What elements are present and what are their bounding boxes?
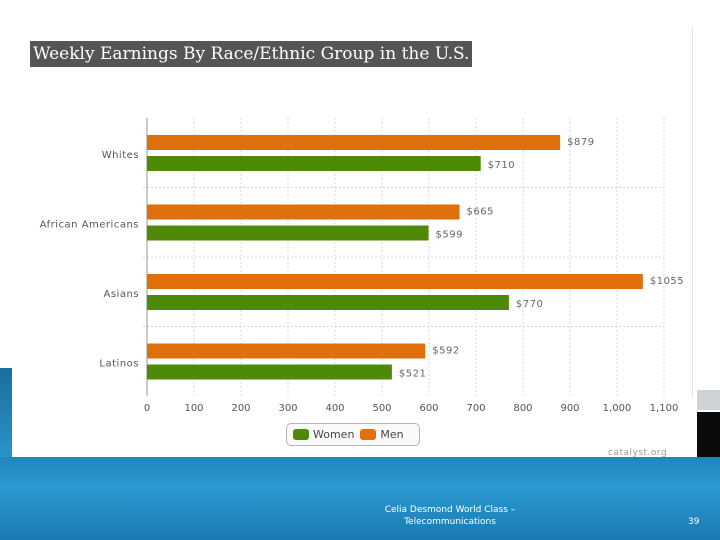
bar-women bbox=[147, 295, 509, 310]
legend-swatch-women bbox=[293, 429, 309, 440]
data-label-women: $770 bbox=[516, 299, 543, 310]
data-label-women: $710 bbox=[488, 160, 515, 171]
bar-women bbox=[147, 156, 481, 171]
bar-women bbox=[147, 364, 392, 380]
data-label-women: $599 bbox=[436, 230, 463, 241]
x-tick-label: 400 bbox=[325, 403, 344, 414]
legend-item-men[interactable]: Men bbox=[360, 428, 404, 441]
category-label: African Americans bbox=[40, 220, 139, 231]
chart-legend[interactable]: Women Men bbox=[286, 423, 420, 446]
slide-footer-text: Celia Desmond World Class – Telecommunic… bbox=[360, 504, 540, 528]
right-black-block bbox=[697, 412, 720, 457]
page-number: 39 bbox=[688, 517, 700, 527]
bar-women bbox=[147, 225, 429, 241]
category-label: Whites bbox=[102, 150, 139, 161]
x-tick-label: 1,100 bbox=[650, 403, 679, 414]
x-tick-label: 300 bbox=[278, 403, 297, 414]
chart-title: Weekly Earnings By Race/Ethnic Group in … bbox=[30, 41, 473, 67]
source-credit: catalyst.org bbox=[608, 448, 668, 458]
data-label-men: $592 bbox=[432, 346, 459, 357]
right-gray-block bbox=[697, 390, 720, 410]
x-tick-label: 500 bbox=[372, 403, 391, 414]
x-tick-label: 700 bbox=[466, 403, 485, 414]
footer-line-2: Telecommunications bbox=[404, 517, 496, 527]
legend-item-women[interactable]: Women bbox=[293, 428, 354, 441]
x-tick-label: 800 bbox=[513, 403, 532, 414]
bar-men bbox=[147, 135, 561, 150]
footer-line-1: Celia Desmond World Class – bbox=[384, 505, 516, 515]
right-edge-panel bbox=[692, 28, 720, 398]
data-label-women: $521 bbox=[399, 369, 426, 380]
bar-men bbox=[147, 204, 460, 220]
data-label-men: $879 bbox=[567, 137, 594, 148]
legend-swatch-men bbox=[360, 429, 377, 440]
category-label: Asians bbox=[103, 289, 139, 300]
chart-card bbox=[12, 28, 692, 457]
category-label: Latinos bbox=[99, 359, 139, 370]
x-tick-label: 100 bbox=[184, 403, 203, 414]
x-tick-label: 600 bbox=[419, 403, 438, 414]
x-tick-label: 1,000 bbox=[603, 403, 632, 414]
bar-men bbox=[147, 343, 426, 359]
slide-footer-band bbox=[0, 457, 720, 540]
legend-label-women: Women bbox=[313, 428, 355, 441]
data-label-men: $665 bbox=[467, 207, 494, 218]
x-tick-label: 900 bbox=[560, 403, 579, 414]
x-tick-label: 200 bbox=[231, 403, 250, 414]
x-tick-label: 0 bbox=[144, 403, 150, 414]
left-accent-bar bbox=[0, 368, 12, 457]
bar-men bbox=[147, 274, 643, 289]
data-label-men: $1055 bbox=[650, 276, 684, 287]
legend-label-men: Men bbox=[380, 428, 404, 441]
